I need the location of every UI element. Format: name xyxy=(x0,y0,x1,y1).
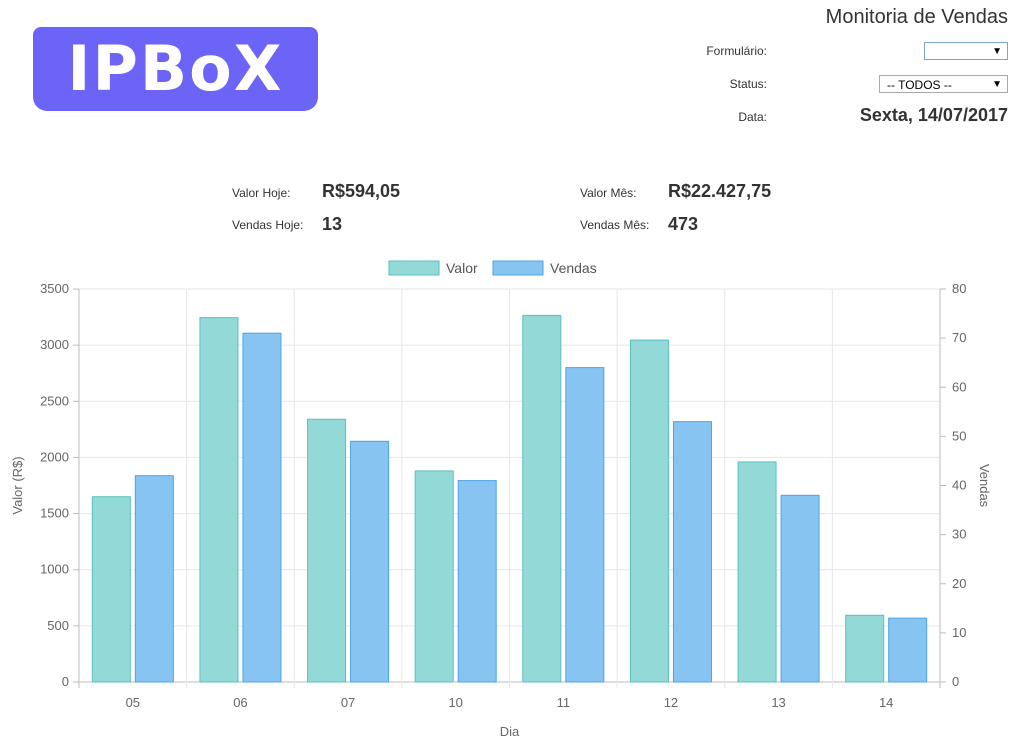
y-tick-label-right: 40 xyxy=(952,478,966,493)
y-tick-label-right: 80 xyxy=(952,281,966,296)
x-tick-label: 12 xyxy=(664,695,678,710)
bar-valor-10 xyxy=(414,470,454,683)
x-axis-title: Dia xyxy=(500,724,520,739)
valor-mes-label: Valor Mês: xyxy=(580,186,637,200)
form-select[interactable]: ▼ xyxy=(924,42,1008,60)
y-tick-label-left: 1000 xyxy=(40,562,69,577)
bar-vendas-12 xyxy=(672,421,712,683)
page-title: Monitoria de Vendas xyxy=(825,6,1008,28)
y-tick-label-left: 0 xyxy=(62,674,69,689)
legend-label-vendas: Vendas xyxy=(550,260,597,276)
y-tick-label-left: 3000 xyxy=(40,337,69,352)
vendas-hoje-label: Vendas Hoje: xyxy=(232,218,304,232)
bar-vendas-14 xyxy=(888,617,928,683)
status-select[interactable]: -- TODOS -- ▼ xyxy=(879,75,1008,93)
valor-mes-value: R$22.427,75 xyxy=(668,181,772,201)
bar-vendas-05 xyxy=(134,475,174,683)
y-tick-label-left: 1500 xyxy=(40,506,69,521)
bar-valor-14 xyxy=(845,614,885,683)
y-tick-label-right: 60 xyxy=(952,379,966,394)
y-tick-label-right: 70 xyxy=(952,330,966,345)
bar-vendas-06 xyxy=(242,332,282,683)
x-tick-label: 10 xyxy=(448,695,462,710)
bar-vendas-11 xyxy=(565,367,605,683)
chevron-down-icon: ▼ xyxy=(992,46,1002,57)
y-tick-label-left: 500 xyxy=(47,618,69,633)
status-label: Status: xyxy=(729,77,767,91)
x-tick-label: 06 xyxy=(233,695,247,710)
y-tick-label-left: 2000 xyxy=(40,449,69,464)
vendas-hoje-value: 13 xyxy=(322,214,343,234)
valor-hoje-label: Valor Hoje: xyxy=(232,186,291,200)
logo-text: IPBoX xyxy=(67,32,284,105)
bar-valor-13 xyxy=(737,461,777,683)
vendas-mes-value: 473 xyxy=(668,214,699,234)
date-label: Data: xyxy=(738,110,767,124)
y-axis-title-left: Valor (R$) xyxy=(10,456,25,514)
y-tick-label-right: 10 xyxy=(952,625,966,640)
sales-chart: 0 500 1000 1500 2000 2500 3000 3500 0 10 20 30 40 50 6… xyxy=(10,260,992,739)
bar-valor-05 xyxy=(91,496,131,683)
form-label: Formulário: xyxy=(706,44,767,58)
date-value: Sexta, 14/07/2017 xyxy=(859,105,1008,125)
legend-label-valor: Valor xyxy=(446,260,478,276)
ipbox-logo: IPBoX xyxy=(33,27,318,111)
status-select-value: -- TODOS -- xyxy=(887,78,952,92)
legend-swatch-vendas xyxy=(492,260,544,276)
legend-swatch-valor xyxy=(388,260,440,276)
y-tick-label-right: 0 xyxy=(952,674,959,689)
x-tick-label: 14 xyxy=(879,695,893,710)
x-tick-label: 11 xyxy=(557,695,571,710)
bar-vendas-13 xyxy=(780,494,820,683)
bar-valor-07 xyxy=(307,418,347,683)
x-tick-label: 07 xyxy=(341,695,355,710)
chevron-down-icon: ▼ xyxy=(992,79,1002,90)
x-tick-label: 05 xyxy=(126,695,140,710)
x-tick-label: 13 xyxy=(771,695,785,710)
bar-valor-11 xyxy=(522,314,562,683)
bar-vendas-10 xyxy=(457,480,497,683)
bar-valor-12 xyxy=(629,339,669,683)
bar-vendas-07 xyxy=(350,440,390,683)
bar-valor-06 xyxy=(199,317,239,683)
y-tick-label-right: 50 xyxy=(952,428,966,443)
valor-hoje-value: R$594,05 xyxy=(322,181,401,201)
vendas-mes-label: Vendas Mês: xyxy=(580,218,650,232)
y-tick-label-left: 3500 xyxy=(40,281,69,296)
y-tick-label-left: 2500 xyxy=(40,393,69,408)
y-tick-label-right: 30 xyxy=(952,527,966,542)
y-tick-label-right: 20 xyxy=(952,576,966,591)
y-axis-title-right: Vendas xyxy=(977,464,992,508)
